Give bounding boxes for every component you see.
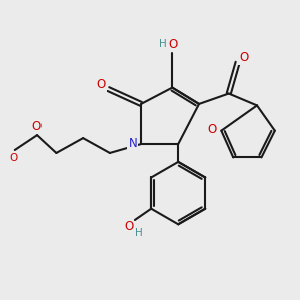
Text: O: O bbox=[208, 123, 217, 136]
Text: O: O bbox=[124, 220, 134, 233]
Text: O: O bbox=[239, 51, 248, 64]
Text: O: O bbox=[168, 38, 178, 51]
Text: N: N bbox=[128, 137, 137, 150]
Text: H: H bbox=[159, 40, 167, 50]
Text: O: O bbox=[9, 153, 17, 163]
Text: O: O bbox=[32, 120, 42, 133]
Text: O: O bbox=[96, 78, 106, 91]
Text: H: H bbox=[135, 228, 142, 238]
Text: O: O bbox=[31, 120, 40, 133]
